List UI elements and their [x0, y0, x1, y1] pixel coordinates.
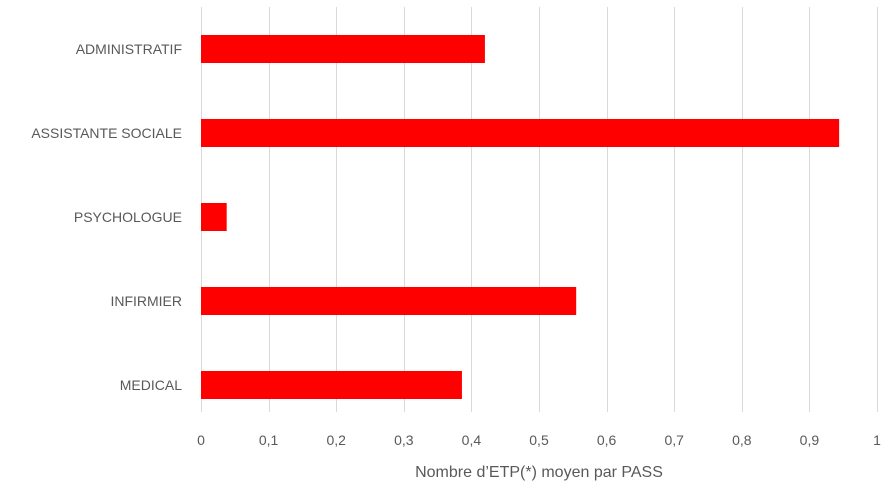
category-labels: ADMINISTRATIF ASSISTANTE SOCIALE PSYCHOLOG…	[31, 41, 182, 393]
x-tick-label: 0,1	[259, 432, 279, 448]
bar	[201, 35, 485, 63]
category-label: ASSISTANTE SOCIALE	[31, 125, 182, 141]
x-tick-label: 0,7	[664, 432, 684, 448]
category-label: MEDICAL	[120, 377, 182, 393]
x-tick-label: 0	[197, 432, 205, 448]
bars	[201, 35, 840, 399]
x-tick-label: 0,9	[800, 432, 820, 448]
x-tick-label: 0,6	[597, 432, 617, 448]
category-label: INFIRMIER	[110, 293, 182, 309]
x-tick-label: 0,2	[326, 432, 346, 448]
x-tick-label: 1	[873, 432, 881, 448]
bar	[201, 287, 577, 315]
x-tick-labels: 0 0,1 0,2 0,3 0,4 0,5 0,6 0,7 0,8 0,9 1	[197, 432, 881, 448]
x-axis-title: Nombre d’ETP(*) moyen par PASS	[415, 464, 663, 481]
category-label: ADMINISTRATIF	[76, 41, 182, 57]
x-tick-label: 0,3	[394, 432, 414, 448]
x-tick-label: 0,4	[462, 432, 482, 448]
gridlines	[201, 7, 878, 412]
bar	[201, 371, 462, 399]
category-label: PSYCHOLOGUE	[74, 209, 182, 225]
bar	[201, 119, 840, 147]
bar	[201, 203, 227, 231]
x-tick-label: 0,5	[529, 432, 549, 448]
x-tick-label: 0,8	[732, 432, 752, 448]
